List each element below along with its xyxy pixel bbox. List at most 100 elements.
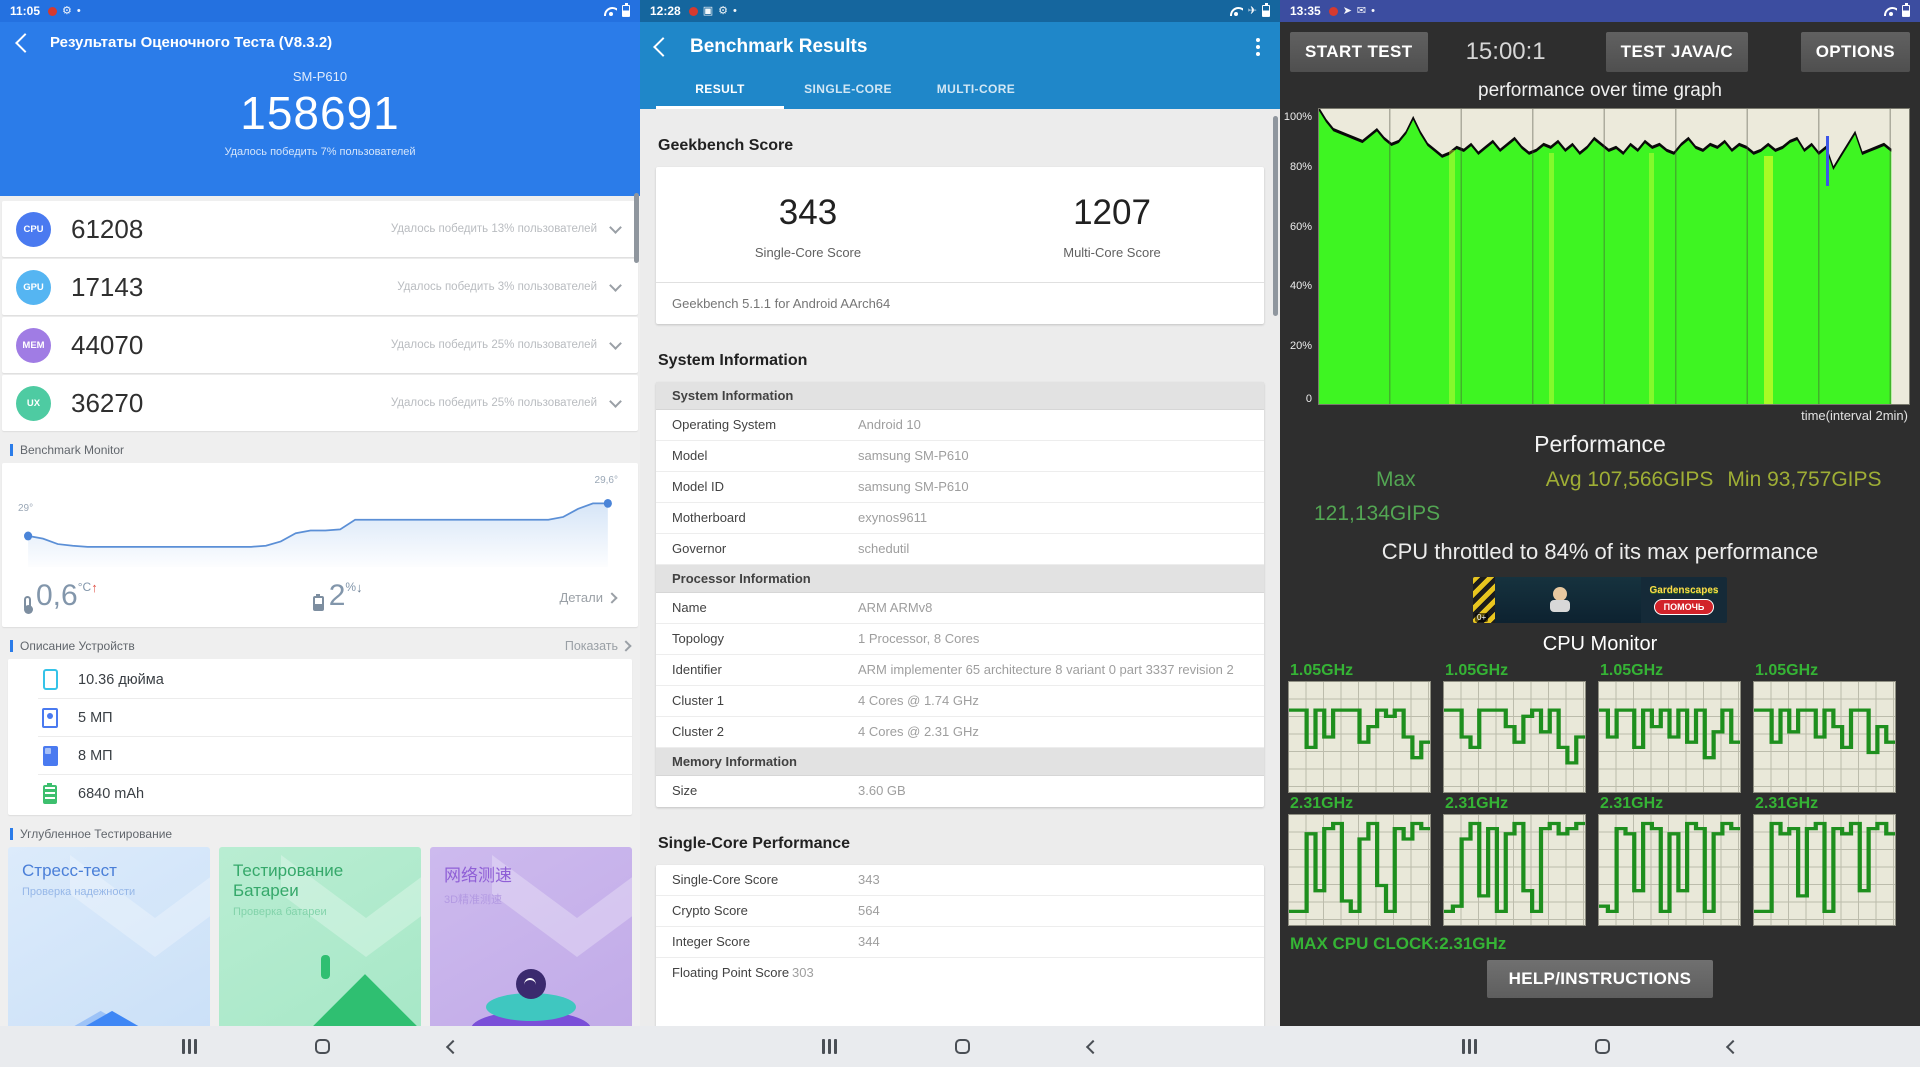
- details-link[interactable]: Детали: [560, 590, 618, 611]
- core-clock-label: 1.05GHz: [1445, 662, 1509, 679]
- chevron-down-icon[interactable]: [609, 336, 622, 350]
- android-nav-bar: [1280, 1026, 1920, 1067]
- tab-result[interactable]: RESULT: [656, 72, 784, 109]
- scrollbar[interactable]: [634, 193, 639, 263]
- network-speed-card[interactable]: 网络测速 3D精准测速: [430, 847, 632, 1061]
- score-row-cpu[interactable]: CPU 61208 Удалось победить 13% пользоват…: [2, 201, 638, 257]
- overflow-menu-icon[interactable]: [1252, 36, 1264, 58]
- wifi-icon: [1229, 6, 1243, 16]
- cpu-beat-text: Удалось победить 13% пользователей: [390, 223, 597, 235]
- temp-start-label: 29°: [18, 503, 34, 514]
- back-arrow-icon[interactable]: [653, 37, 673, 57]
- chevron-right-icon: [606, 591, 618, 604]
- screen-icon: [42, 669, 58, 690]
- start-test-button[interactable]: START TEST: [1290, 32, 1428, 72]
- home-button[interactable]: [954, 1039, 970, 1054]
- score-row-mem[interactable]: MEM 44070 Удалось победить 25% пользоват…: [2, 317, 638, 373]
- tab-bar: RESULT SINGLE-CORE MULTI-CORE: [656, 72, 1264, 109]
- antutu-status-bar: 11:05 ⚙ •: [0, 0, 640, 22]
- advanced-test-cards: Стресс-тест Проверка надежности CPU Тест…: [8, 847, 632, 1061]
- airplane-mode-icon: ✈: [1247, 4, 1257, 17]
- antutu-panel: 11:05 ⚙ • Результаты Оценочного Теста (V…: [0, 0, 640, 1067]
- max-value: 121,134GIPS: [1314, 501, 1441, 525]
- tab-single-core[interactable]: SINGLE-CORE: [804, 82, 892, 96]
- temp-delta-value: 0,6°C↑: [36, 579, 98, 612]
- benchmark-monitor-card: 29° 29,6° 0,6°C↑: [2, 463, 638, 627]
- chevron-down-icon[interactable]: [609, 394, 622, 408]
- cpu-monitor-title: CPU Monitor: [1542, 633, 1658, 655]
- device-description-section-header: Описание Устройств Показать: [10, 639, 632, 653]
- table-row: Governor schedutil: [656, 534, 1264, 565]
- performance-area-chart: [1319, 109, 1892, 404]
- stress-test-card[interactable]: Стресс-тест Проверка надежности CPU: [8, 847, 210, 1061]
- multi-core-score-value: 1207: [1073, 193, 1151, 232]
- table-row: Motherboard exynos9611: [656, 503, 1264, 534]
- recents-button[interactable]: [822, 1039, 837, 1054]
- home-button[interactable]: [1594, 1039, 1610, 1054]
- performance-plot-area: [1318, 108, 1910, 405]
- scrollbar[interactable]: [1273, 116, 1278, 316]
- home-button[interactable]: [314, 1039, 330, 1054]
- core-chart-4: 1.05GHz: [1753, 660, 1896, 793]
- geekbench-score-card: 343 Single-Core Score 1207 Multi-Core Sc…: [656, 167, 1264, 324]
- score-row-ux[interactable]: UX 36270 Удалось победить 25% пользовате…: [2, 375, 638, 431]
- table-row: Topology 1 Processor, 8 Cores: [656, 624, 1264, 655]
- core-clock-label: 1.05GHz: [1755, 662, 1819, 679]
- back-button[interactable]: [1725, 1039, 1740, 1054]
- back-button[interactable]: [1085, 1039, 1100, 1054]
- android-nav-bar: [0, 1026, 640, 1067]
- options-button[interactable]: OPTIONS: [1800, 32, 1910, 72]
- temp-unit: °C: [77, 580, 92, 594]
- multi-core-score-label: Multi-Core Score: [1063, 245, 1161, 260]
- antutu-hero: Результаты Оценочного Теста (V8.3.2) SM-…: [0, 22, 640, 196]
- ux-score: 36270: [71, 387, 144, 418]
- x-axis-label: time(interval 2min): [1801, 408, 1908, 423]
- gpu-beat-text: Удалось победить 3% пользователей: [397, 281, 597, 293]
- back-button[interactable]: [445, 1039, 460, 1054]
- ad-banner[interactable]: 0+ Gardenscapes ПОМОЧЬ: [1473, 577, 1727, 623]
- show-link[interactable]: Показать: [565, 639, 632, 653]
- single-core-performance-title: Single-Core Performance: [658, 835, 851, 852]
- ad-age-rating: 0+: [1475, 613, 1489, 622]
- more-notifications-icon: •: [1371, 4, 1375, 17]
- streak-decoration: [1764, 156, 1774, 404]
- tab-multi-core[interactable]: MULTI-CORE: [936, 82, 1016, 96]
- test-java-c-button[interactable]: TEST JAVA/C: [1605, 32, 1749, 72]
- ad-cta-button[interactable]: ПОМОЧЬ: [1653, 599, 1715, 615]
- arrow-down-icon: ↓: [356, 580, 363, 595]
- battery-delta-value: 2%↓: [328, 579, 363, 612]
- table-group-header: Memory Information: [656, 748, 1264, 776]
- recents-button[interactable]: [1462, 1039, 1477, 1054]
- table-row: Floating Point Score 303: [672, 965, 814, 981]
- gpu-score: 17143: [71, 271, 144, 302]
- battery-test-card[interactable]: Тестирование Батареи Проверка батареи: [219, 847, 421, 1061]
- single-core-performance-table: Single-Core Score 343 Crypto Score 564 Int…: [656, 865, 1264, 1031]
- chevron-down-icon[interactable]: [609, 278, 622, 292]
- help-instructions-button[interactable]: HELP/INSTRUCTIONS: [1486, 960, 1714, 998]
- section-accent-bar: [10, 640, 13, 652]
- recents-button[interactable]: [182, 1039, 197, 1054]
- y-axis-ticks: 100% 80% 60% 40% 20% 0: [1283, 110, 1312, 406]
- single-core-score-label: Single-Core Score: [754, 245, 862, 260]
- list-item-battery: 6840 mAh: [38, 775, 632, 813]
- single-core-score-value: 343: [778, 193, 838, 232]
- grid-lines: [1319, 109, 1909, 404]
- chevron-down-icon[interactable]: [609, 220, 622, 234]
- notification-app-icon: [688, 6, 698, 16]
- score-list: CPU 61208 Удалось победить 13% пользоват…: [0, 201, 640, 431]
- score-row-gpu[interactable]: GPU 17143 Удалось победить 3% пользовате…: [2, 259, 638, 315]
- list-item-screen: 10.36 дюйма: [38, 661, 632, 699]
- ad-brand-logo: Gardenscapes: [1649, 585, 1719, 596]
- core-chart-2: 1.05GHz: [1443, 660, 1586, 793]
- table-row: Crypto Score 564: [656, 896, 1264, 927]
- core-chart-5: 2.31GHz: [1288, 793, 1431, 926]
- core-clock-label: 2.31GHz: [1600, 795, 1664, 812]
- section-title: Benchmark Monitor: [20, 443, 125, 457]
- advanced-testing-section-header: Углубленное Тестирование: [10, 827, 630, 841]
- throttle-toolbar: START TEST 15:00:1 TEST JAVA/C OPTIONS: [1280, 22, 1920, 72]
- back-arrow-icon[interactable]: [15, 32, 35, 53]
- send-icon: ➤: [1342, 4, 1352, 17]
- table-group-header: Processor Information: [656, 565, 1264, 593]
- ux-beat-text: Удалось победить 25% пользователей: [390, 397, 597, 409]
